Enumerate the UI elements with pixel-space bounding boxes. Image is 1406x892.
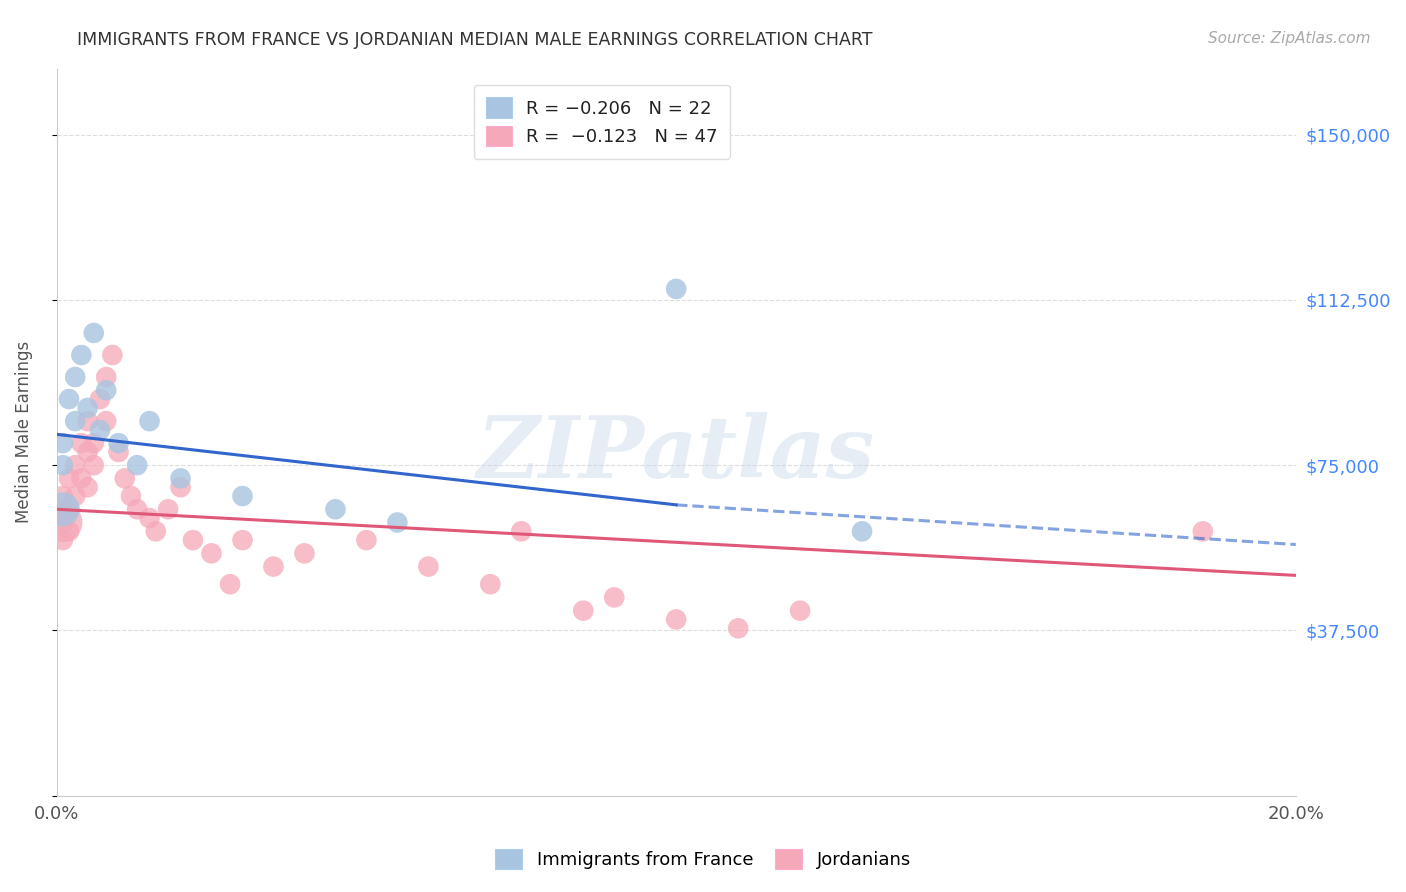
Point — [114, 471, 136, 485]
Point — [181, 533, 204, 548]
Point — [63, 414, 86, 428]
Point — [58, 471, 80, 485]
Point — [52, 458, 75, 473]
Point — [89, 392, 111, 406]
Point — [127, 458, 149, 473]
Point — [76, 480, 98, 494]
Point — [83, 458, 105, 473]
Point — [231, 533, 253, 548]
Point — [70, 436, 93, 450]
Point — [52, 502, 75, 516]
Point — [262, 559, 284, 574]
Point — [107, 445, 129, 459]
Point — [200, 546, 222, 560]
Point — [157, 502, 180, 516]
Point — [1192, 524, 1215, 539]
Legend: Immigrants from France, Jordanians: Immigrants from France, Jordanians — [486, 839, 920, 879]
Legend: R = −0.206   N = 22, R =  −0.123   N = 47: R = −0.206 N = 22, R = −0.123 N = 47 — [474, 85, 730, 159]
Point — [76, 414, 98, 428]
Point — [52, 533, 75, 548]
Point — [145, 524, 167, 539]
Point — [89, 423, 111, 437]
Point — [52, 489, 75, 503]
Point — [231, 489, 253, 503]
Point — [76, 445, 98, 459]
Text: Source: ZipAtlas.com: Source: ZipAtlas.com — [1208, 31, 1371, 46]
Point — [107, 436, 129, 450]
Text: ZIPatlas: ZIPatlas — [477, 412, 876, 496]
Point — [63, 458, 86, 473]
Point — [58, 392, 80, 406]
Point — [96, 414, 118, 428]
Point — [138, 414, 160, 428]
Point — [387, 516, 409, 530]
Point — [52, 436, 75, 450]
Point — [70, 471, 93, 485]
Point — [96, 370, 118, 384]
Point — [96, 384, 118, 398]
Point — [572, 604, 595, 618]
Point — [58, 502, 80, 516]
Point — [52, 516, 75, 530]
Y-axis label: Median Male Earnings: Median Male Earnings — [15, 341, 32, 524]
Point — [510, 524, 533, 539]
Point — [356, 533, 378, 548]
Point — [789, 604, 811, 618]
Point — [101, 348, 124, 362]
Point — [63, 489, 86, 503]
Point — [169, 471, 191, 485]
Point — [219, 577, 242, 591]
Point — [138, 511, 160, 525]
Point — [169, 480, 191, 494]
Point — [325, 502, 347, 516]
Point — [603, 591, 626, 605]
Point — [418, 559, 440, 574]
Point — [851, 524, 873, 539]
Point — [63, 370, 86, 384]
Point — [120, 489, 142, 503]
Point — [294, 546, 316, 560]
Point — [127, 502, 149, 516]
Point — [70, 348, 93, 362]
Point — [83, 326, 105, 340]
Point — [83, 436, 105, 450]
Point — [665, 612, 688, 626]
Text: IMMIGRANTS FROM FRANCE VS JORDANIAN MEDIAN MALE EARNINGS CORRELATION CHART: IMMIGRANTS FROM FRANCE VS JORDANIAN MEDI… — [77, 31, 873, 49]
Point — [76, 401, 98, 415]
Point — [52, 516, 75, 530]
Point — [665, 282, 688, 296]
Point — [727, 621, 749, 635]
Point — [479, 577, 502, 591]
Point — [58, 524, 80, 539]
